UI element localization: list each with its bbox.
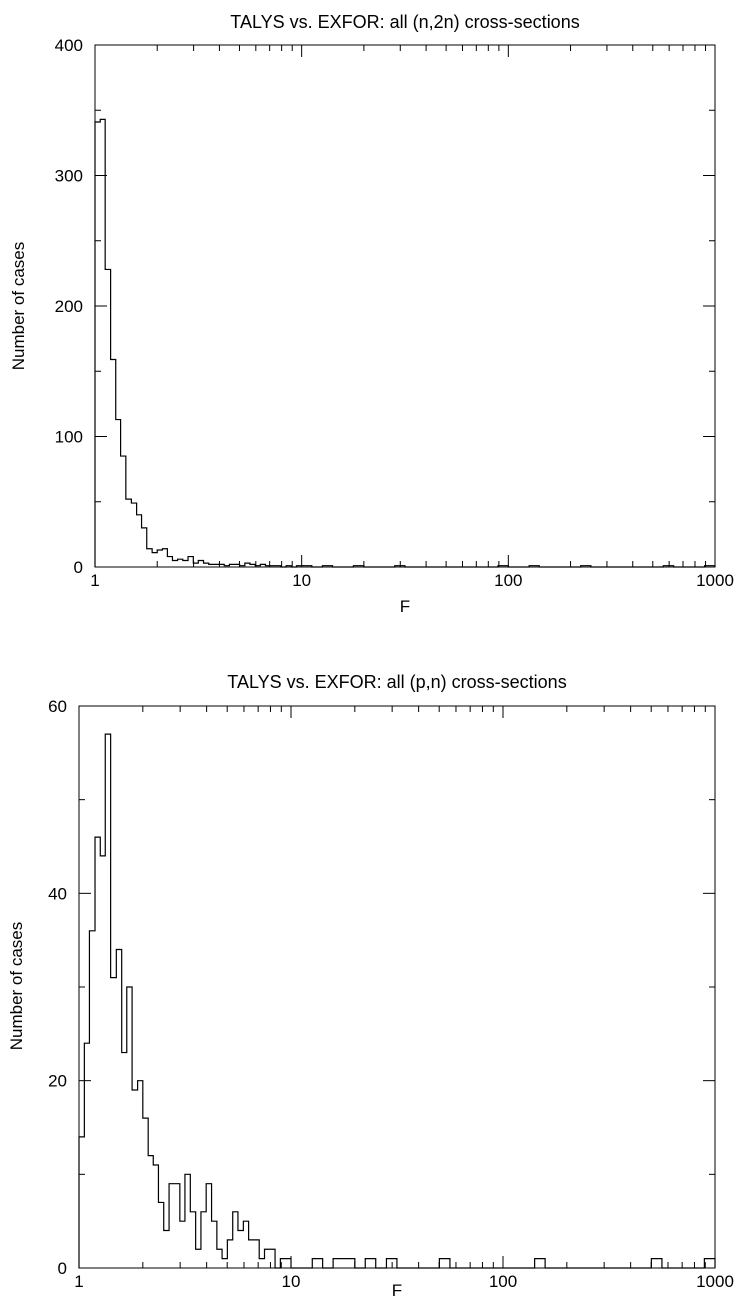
plot-frame xyxy=(94,44,716,568)
chart-panel-pn: TALYS vs. EXFOR: all (p,n) cross-section… xyxy=(7,672,734,1300)
axis-ticks xyxy=(95,44,715,568)
y-axis-label: Number of cases xyxy=(9,242,28,371)
x-tick-labels: 1 10 100 1000 xyxy=(90,571,734,590)
x-tick-label: 1000 xyxy=(696,571,734,590)
y-axis-label: Number of cases xyxy=(7,922,26,1051)
histogram-series xyxy=(78,733,716,1269)
y-tick-label: 40 xyxy=(48,884,67,903)
y-tick-label: 20 xyxy=(48,1072,67,1091)
chart-panel-n2n: TALYS vs. EXFOR: all (n,2n) cross-sectio… xyxy=(9,12,734,616)
x-axis-label: F xyxy=(392,1281,402,1300)
chart-title: TALYS vs. EXFOR: all (n,2n) cross-sectio… xyxy=(230,12,579,32)
y-tick-label: 100 xyxy=(55,428,83,447)
y-tick-label: 60 xyxy=(48,697,67,716)
y-tick-label: 200 xyxy=(55,297,83,316)
x-tick-labels: 1 10 100 1000 xyxy=(74,1272,734,1291)
y-tick-label: 0 xyxy=(74,558,83,577)
y-tick-label: 0 xyxy=(58,1259,67,1278)
histogram-series xyxy=(94,118,716,568)
y-tick-labels: 0 20 40 60 xyxy=(48,697,67,1278)
x-tick-label: 1000 xyxy=(696,1272,734,1291)
x-tick-label: 1 xyxy=(74,1272,83,1291)
y-tick-label: 400 xyxy=(55,36,83,55)
axis-ticks xyxy=(79,705,715,1269)
x-tick-label: 10 xyxy=(282,1272,301,1291)
x-tick-label: 10 xyxy=(292,571,311,590)
x-tick-label: 100 xyxy=(494,571,522,590)
x-tick-label: 100 xyxy=(489,1272,517,1291)
x-tick-label: 1 xyxy=(90,571,99,590)
y-tick-label: 300 xyxy=(55,167,83,186)
x-axis-label: F xyxy=(400,597,410,616)
y-tick-labels: 0 100 200 300 400 xyxy=(55,36,83,577)
chart-title: TALYS vs. EXFOR: all (p,n) cross-section… xyxy=(227,672,566,692)
